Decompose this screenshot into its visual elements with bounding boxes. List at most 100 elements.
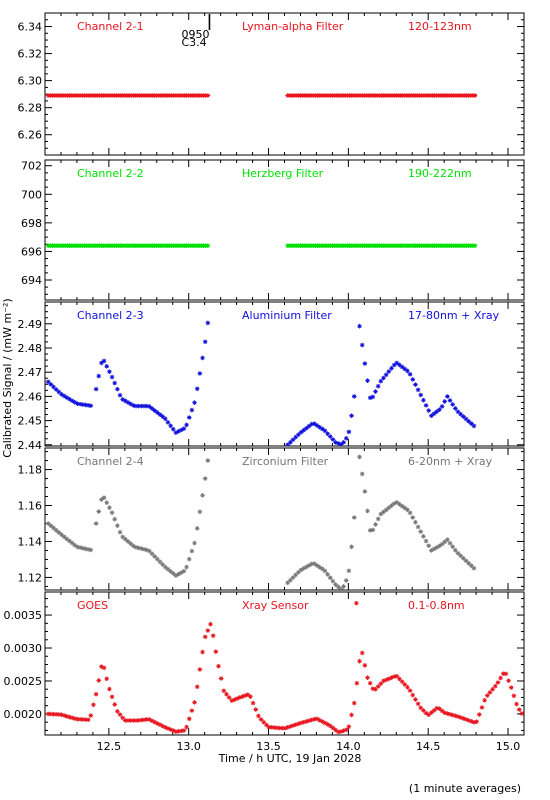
panel-frame <box>44 12 525 156</box>
data-point <box>381 509 386 515</box>
data-point <box>194 525 200 531</box>
data-point <box>402 505 408 511</box>
data-point <box>176 429 181 434</box>
data-point <box>107 505 112 511</box>
data-point <box>232 697 237 702</box>
data-point <box>301 566 306 571</box>
data-point <box>397 676 402 682</box>
data-point <box>429 413 434 419</box>
data-point <box>394 673 400 679</box>
x-tick-label: 15.0 <box>496 740 521 753</box>
y-tick-label: 696 <box>21 245 42 258</box>
data-point <box>434 705 440 711</box>
data-point <box>184 724 189 730</box>
data-point <box>461 414 466 419</box>
data-point <box>147 404 152 409</box>
panel-2: 694 696 698 700 702 Channel 2-2 Herzberg Filte… <box>21 159 525 301</box>
data-point <box>141 717 147 723</box>
data-point <box>157 559 163 565</box>
y-tick-label: 1.18 <box>18 464 43 477</box>
data-point <box>200 493 205 498</box>
data-point <box>107 686 112 692</box>
data-point <box>109 374 115 380</box>
data-point <box>466 718 471 723</box>
data-point <box>165 420 171 425</box>
data-point <box>96 373 102 379</box>
data-point <box>298 429 304 435</box>
data-point <box>362 489 368 494</box>
data-point <box>370 394 376 400</box>
data-point <box>157 722 163 728</box>
data-point <box>469 563 474 569</box>
data-point <box>186 556 192 562</box>
data-point <box>133 403 139 409</box>
data-point <box>349 413 354 419</box>
data-point <box>423 538 429 544</box>
data-point <box>495 680 501 685</box>
data-point <box>383 507 389 513</box>
data-point <box>317 717 322 723</box>
data-point <box>309 421 314 427</box>
data-point <box>346 429 352 435</box>
data-point <box>178 728 184 734</box>
data-point <box>162 725 168 730</box>
data-point <box>338 442 344 446</box>
data-point <box>168 569 173 574</box>
y-tick-label: 2.47 <box>18 366 43 379</box>
data-point <box>293 572 298 578</box>
data-point <box>439 541 445 547</box>
data-point <box>330 578 336 584</box>
data-point <box>72 716 78 721</box>
channel-label: Channel 2-4 <box>77 455 144 468</box>
data-point <box>200 649 205 655</box>
data-point <box>186 716 192 722</box>
data-point <box>466 418 471 424</box>
channel-label: GOES <box>77 599 108 612</box>
data-point <box>492 683 498 689</box>
data-point <box>128 401 133 407</box>
data-point <box>463 558 469 564</box>
data-point <box>306 423 312 429</box>
x-tick-label: 13.0 <box>176 740 201 753</box>
data-point <box>80 545 86 551</box>
data-point <box>165 726 171 731</box>
data-point <box>184 422 189 428</box>
data-point <box>365 378 370 383</box>
data-point <box>99 497 104 502</box>
data-point <box>426 408 432 413</box>
data-point <box>367 528 373 533</box>
data-point <box>418 705 424 711</box>
data-point <box>173 573 179 578</box>
data-point <box>413 697 418 702</box>
data-point <box>144 403 149 409</box>
data-point <box>399 364 405 370</box>
data-point <box>373 522 378 527</box>
data-point <box>370 686 376 691</box>
data-point <box>381 375 386 381</box>
data-point <box>437 407 442 412</box>
data-point <box>304 564 309 570</box>
data-point <box>341 584 346 589</box>
data-point <box>240 694 245 699</box>
data-point <box>77 717 83 722</box>
data-point <box>386 505 392 511</box>
data-point <box>149 406 155 411</box>
data-point <box>346 724 352 730</box>
data-point <box>75 716 80 722</box>
data-point <box>139 403 144 409</box>
panel-5: 0.0020 0.0025 0.0030 0.0035 GOES Xray Sensor 0… <box>4 591 525 753</box>
filter-label: Herzberg Filter <box>242 167 324 180</box>
data-point <box>458 553 463 559</box>
data-point <box>410 692 416 698</box>
data-point <box>458 715 463 720</box>
data-point <box>96 509 102 514</box>
data-point <box>128 541 133 547</box>
data-point <box>218 676 224 681</box>
data-point <box>202 476 208 481</box>
data-point <box>405 368 410 374</box>
data-point <box>112 516 118 522</box>
data-point <box>85 547 91 552</box>
data-point <box>455 550 461 556</box>
data-point <box>285 725 290 730</box>
data-point <box>314 563 320 568</box>
